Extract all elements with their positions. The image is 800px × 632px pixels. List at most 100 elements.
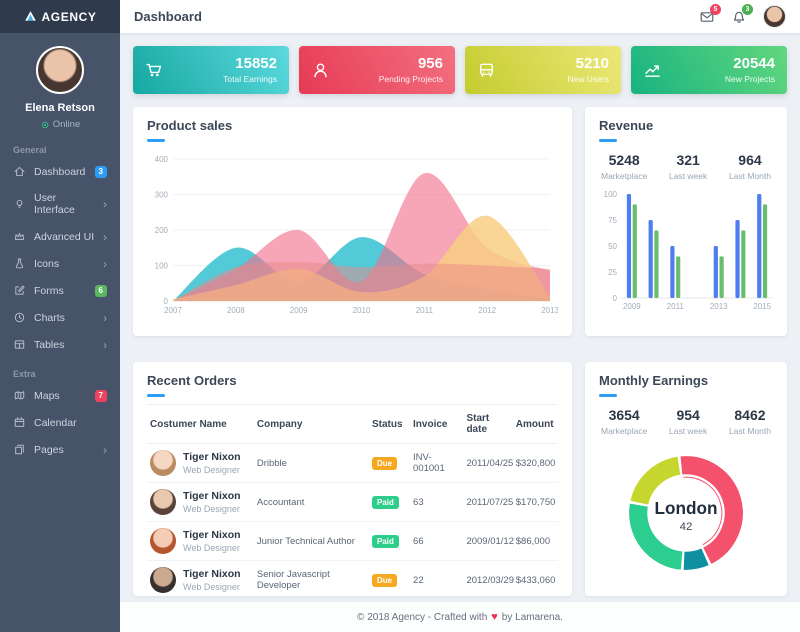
- status-badge: Due: [371, 573, 398, 587]
- sidebar-item-advanced-ui[interactable]: Advanced UI ›: [0, 223, 120, 250]
- stat-card-pending-projects: 956 Pending Projects: [299, 46, 455, 94]
- invoice-cell: 66: [410, 521, 464, 561]
- stat-value: 954: [676, 407, 700, 423]
- recent-orders-title: Recent Orders: [147, 373, 237, 388]
- monthly-earnings-donut: London 42: [599, 443, 773, 583]
- stat-marketplace: 5248 Marketplace: [601, 152, 647, 181]
- svg-text:300: 300: [155, 191, 169, 200]
- revenue-panel: Revenue 5248 Marketplace 321 Last week 964 La…: [585, 107, 787, 336]
- sidebar-item-label: Calendar: [34, 416, 77, 429]
- topbar-actions: 5 3: [699, 3, 786, 28]
- stat-value: 5248: [608, 152, 640, 168]
- sidebar-item-charts[interactable]: Charts ›: [0, 304, 120, 331]
- svg-text:London: London: [655, 498, 718, 518]
- edit-icon: [13, 284, 26, 297]
- column-header-invoice: Invoice: [410, 404, 464, 444]
- svg-text:50: 50: [608, 242, 617, 251]
- stat-label: Marketplace: [601, 171, 648, 181]
- notifications-button[interactable]: 3: [731, 3, 753, 25]
- notifications-badge: 3: [742, 3, 753, 15]
- amount-cell: $320,800: [512, 443, 558, 483]
- topbar-avatar[interactable]: [763, 5, 786, 28]
- sidebar-item-user-interface[interactable]: User Interface ›: [0, 185, 120, 223]
- stat-value: 321: [676, 152, 700, 168]
- customer-role: Web Designer: [183, 543, 240, 553]
- chevron-right-icon: ›: [103, 197, 107, 211]
- stat-card-new-users: 5210 New Users: [465, 46, 621, 94]
- nav-section-label: Extra: [13, 369, 36, 379]
- customer-name: Tiger Nixon: [183, 451, 241, 463]
- revenue-title: Revenue: [599, 118, 654, 133]
- status-badge: Paid: [371, 495, 399, 509]
- table-row: Tiger Nixon Web Designer Junior Technical …: [147, 521, 558, 561]
- sidebar-item-badge: 6: [94, 284, 107, 297]
- sidebar-item-badge: 3: [94, 165, 107, 178]
- sidebar-item-label: Forms: [34, 284, 64, 297]
- nav-section-label: General: [13, 145, 47, 155]
- svg-text:75: 75: [608, 216, 617, 225]
- sidebar-item-maps[interactable]: Maps 7: [0, 382, 120, 409]
- user-name: Elena Retson: [25, 102, 95, 114]
- sidebar-item-dashboard[interactable]: Dashboard 3: [0, 158, 120, 185]
- sidebar-item-calendar[interactable]: Calendar: [0, 409, 120, 436]
- stat-card-value: 15852: [235, 55, 277, 73]
- column-header-amount: Amount: [512, 404, 558, 444]
- mail-button[interactable]: 5: [699, 3, 721, 25]
- stat-card-value: 5210: [575, 55, 609, 73]
- sidebar-item-icons[interactable]: Icons ›: [0, 250, 120, 277]
- svg-text:2013: 2013: [710, 302, 728, 311]
- table-row: Tiger Nixon Web Designer Accountant Paid 63 2…: [147, 482, 558, 522]
- monthly-earnings-stats: 3654 Marketplace 954 Last week 8462 Last Mont…: [599, 404, 773, 443]
- start-date-cell: 2011/07/25: [463, 482, 513, 522]
- amount-cell: $170,750: [512, 482, 558, 522]
- sidebar-item-badge: 7: [94, 389, 107, 402]
- chevron-right-icon: ›: [103, 229, 107, 244]
- revenue-stats: 5248 Marketplace 321 Last week 964 Last Month: [599, 149, 773, 188]
- user-icon: [311, 61, 330, 80]
- title-accent-bar: [147, 394, 165, 397]
- stat-cards-row: 15852 Total Earnings 956 Pending Projects 52…: [133, 46, 787, 94]
- revenue-chart: 0 25 50 75 100 2009 2011 2013 2015: [599, 188, 773, 314]
- stat-marketplace: 3654 Marketplace: [601, 407, 647, 436]
- stat-value: 8462: [734, 407, 766, 423]
- cart-icon: [145, 61, 164, 80]
- flask-icon: [13, 257, 26, 270]
- calendar-icon: [13, 416, 26, 429]
- customer-avatar: [150, 528, 176, 554]
- stat-card-value: 20544: [733, 55, 775, 73]
- column-header-status: Status: [368, 404, 411, 444]
- sidebar-item-label: Tables: [34, 338, 65, 351]
- title-accent-bar: [599, 139, 617, 142]
- recent-orders-panel: Recent Orders Costumer Name Company Status…: [133, 362, 572, 596]
- column-header-start-date: Start date: [463, 404, 513, 444]
- sidebar-item-forms[interactable]: Forms 6: [0, 277, 120, 304]
- invoice-cell: 22: [413, 574, 424, 586]
- map-icon: [13, 389, 26, 402]
- sidebar-item-label: Dashboard: [34, 165, 86, 178]
- svg-text:2008: 2008: [227, 306, 245, 315]
- table-row: Tiger Nixon Web Designer Senior Javascript…: [147, 561, 558, 597]
- stat-last-week: 954 Last week: [669, 407, 707, 436]
- main-area: Dashboard 5 3 15852 Total Earnings 956 Pend…: [120, 0, 800, 632]
- brand-logo[interactable]: AGENCY: [0, 0, 120, 33]
- stat-label: Last week: [668, 171, 708, 181]
- svg-text:100: 100: [604, 190, 618, 199]
- svg-text:2015: 2015: [753, 302, 771, 311]
- svg-text:2012: 2012: [478, 306, 496, 315]
- customer-avatar: [150, 567, 176, 593]
- sidebar-item-tables[interactable]: Tables ›: [0, 331, 120, 358]
- svg-text:42: 42: [680, 521, 693, 533]
- mail-badge: 5: [710, 3, 721, 15]
- user-avatar[interactable]: [36, 46, 84, 94]
- stat-label: Last Month: [728, 171, 771, 181]
- footer: © 2018 Agency - Crafted with ♥ by Lamare…: [120, 601, 800, 632]
- status-badge: Due: [371, 456, 398, 470]
- title-accent-bar: [147, 139, 165, 142]
- stat-card-label: New Users: [567, 73, 609, 84]
- svg-text:0: 0: [613, 294, 618, 303]
- online-status-icon: [40, 120, 50, 130]
- status-badge: Paid: [371, 534, 399, 548]
- title-accent-bar: [599, 394, 617, 397]
- sidebar-item-pages[interactable]: Pages ›: [0, 436, 120, 463]
